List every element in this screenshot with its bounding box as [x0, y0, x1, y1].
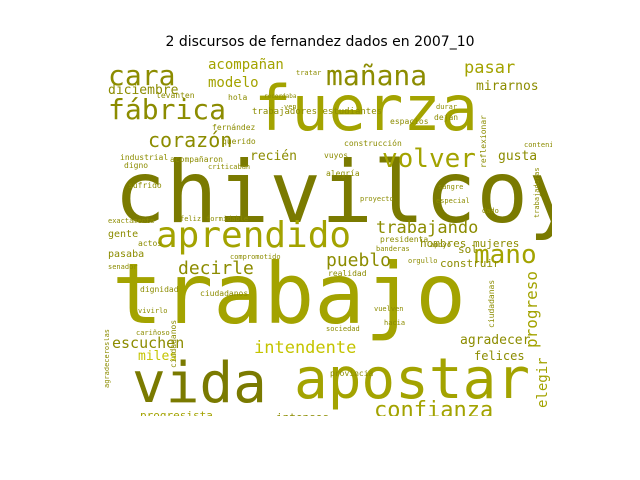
word: mano [474, 240, 537, 270]
word: reflexionar [479, 115, 488, 168]
word: alegría [326, 169, 360, 178]
word: industrial [120, 153, 169, 162]
word: progresista [140, 409, 213, 416]
word: sangre [438, 183, 464, 191]
word: modelo [208, 75, 259, 91]
word: dejan [434, 113, 459, 122]
word: mirarnos [476, 79, 539, 94]
word: exactamente [108, 217, 155, 225]
word: sufrido [128, 181, 162, 190]
word: decirle [178, 258, 254, 279]
word: tratar [296, 69, 322, 77]
word: sociedad [326, 325, 360, 333]
word: fernández [212, 123, 256, 132]
word: chivilcoy [114, 143, 552, 243]
word: acompañaron [170, 155, 223, 164]
word: trabajadoras [533, 167, 541, 218]
word: diciembre [108, 83, 179, 98]
word: hombres mujeres [420, 237, 520, 250]
word: intensos [276, 412, 329, 416]
word: escuchen [112, 334, 185, 352]
word: agradeceroslas [104, 328, 111, 388]
word: apoyo [430, 241, 452, 249]
word: miles [138, 349, 178, 364]
word: ven [284, 103, 297, 111]
word: corazón [148, 128, 233, 152]
word: contenido [524, 141, 552, 149]
word: sol [458, 243, 478, 256]
word: apostar [294, 347, 531, 412]
word: recordaba [264, 93, 297, 100]
word: dado [482, 207, 499, 215]
word: vuelven [374, 305, 404, 313]
word: senador [108, 263, 138, 271]
word: agradecer [460, 333, 531, 348]
chart-title: 2 discursos de fernandez dados en 2007_1… [165, 34, 475, 50]
word: levanten [156, 91, 195, 100]
word: fábrica [108, 93, 227, 126]
word: mañana [326, 59, 428, 92]
word: construir [440, 257, 500, 270]
word: hacia [384, 319, 406, 327]
word: pasar [464, 58, 516, 78]
word: durar [436, 103, 458, 111]
word: gusta [498, 149, 538, 164]
word: pasaba [108, 249, 145, 260]
word: gente [108, 229, 139, 240]
word: compromotido [230, 253, 281, 261]
word: cariñoso [136, 329, 170, 337]
word: fuerza [254, 72, 478, 145]
word: vivirlo [138, 307, 168, 315]
word: espacios [390, 117, 429, 126]
word: vida [132, 351, 267, 416]
word: formidable [206, 215, 249, 223]
word: cara [108, 59, 176, 92]
word: recién [250, 149, 297, 164]
word: volver [382, 144, 476, 174]
word: ciudadanas [487, 279, 496, 328]
word: elegir [535, 357, 551, 408]
word: hola [228, 93, 248, 102]
word: presidenta [380, 235, 429, 244]
word: orgullo [408, 257, 438, 265]
word-cloud: chivilcoy trabajo fuerza apostar vida ap… [104, 58, 552, 416]
word: trabajadores estudiantes [252, 107, 383, 117]
word: trabajo [112, 245, 467, 343]
word: ciudadanos [169, 319, 178, 368]
word: acompañan [208, 58, 284, 73]
word: intendente [254, 338, 357, 358]
word: querido [222, 137, 256, 146]
word: actos [138, 239, 163, 248]
word: criticaban [208, 163, 251, 171]
word: vuyos [324, 151, 349, 160]
word: progreso [522, 270, 541, 348]
word: ciudadanos [200, 289, 249, 298]
word: banderas [376, 245, 410, 253]
word: provincia [330, 369, 374, 378]
word: felices [474, 349, 525, 363]
word: dignidad [140, 285, 179, 294]
word: confianza [374, 398, 494, 417]
word: trabajando [376, 218, 479, 238]
word: aprendido [156, 215, 352, 256]
word: pueblo [326, 250, 392, 271]
word: realidad [328, 269, 367, 278]
word: digno [124, 161, 149, 170]
word: feliz [180, 215, 202, 223]
word: especial [436, 197, 470, 205]
word: proyecto [360, 195, 394, 203]
word: construcción [344, 139, 402, 148]
